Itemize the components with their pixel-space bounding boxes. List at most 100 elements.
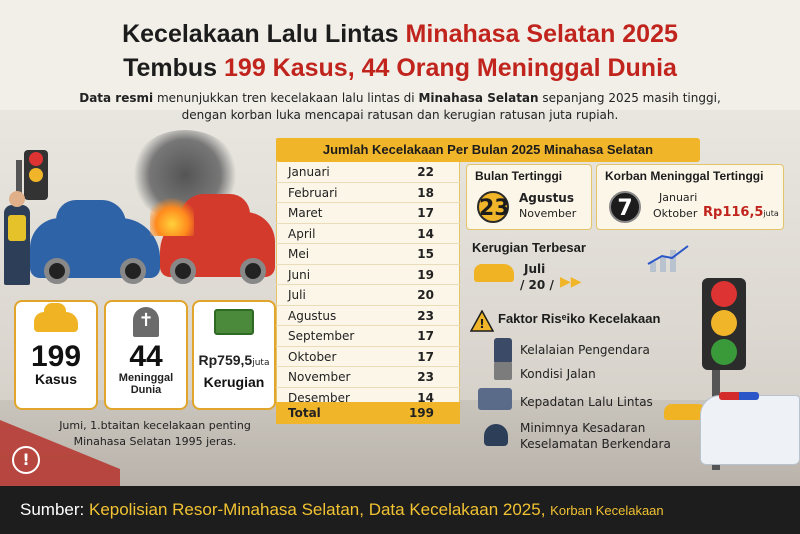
value-cell: 23 <box>417 370 434 384</box>
intro-span: sepanjang 2025 masih tinggi, <box>538 91 721 105</box>
highest-month-2: November <box>519 207 577 220</box>
biggest-loss-value: / 20 / <box>520 278 554 292</box>
table-row: Februari 18 <box>276 183 460 203</box>
helmet-icon <box>484 424 508 446</box>
value-cell: 18 <box>417 185 434 200</box>
table-row: Juli 20 <box>276 285 460 306</box>
value-cell: 15 <box>417 247 434 261</box>
note-text: Jumi, 1.btaitan kecelakaan penting Minah… <box>59 419 251 448</box>
highest-month-panel: Bulan Tertinggi 23 Agustus November <box>466 164 592 230</box>
value-cell: 17 <box>417 206 434 220</box>
month-cell: Januari <box>288 165 330 179</box>
loss-label: Kerugian <box>203 374 265 390</box>
table-title: Jumlah Kecelakaan Per Bulan 2025 Minahas… <box>276 138 700 162</box>
grave-icon: ✝ <box>133 307 159 337</box>
money-icon <box>214 309 254 335</box>
table-row: November 23 <box>276 367 460 388</box>
factor-item: Kelalaian Pengendara <box>520 343 650 357</box>
month-cell: Oktober <box>288 349 337 364</box>
highest-month-1: Agustus <box>519 191 574 205</box>
month-cell: Desember <box>288 390 350 405</box>
alert-icon: ! <box>12 446 40 474</box>
intro-line2: dengan korban luka mencapai ratusan dan … <box>181 108 619 122</box>
highest-month-value: 23 <box>477 191 510 223</box>
table-row: Maret 17 <box>276 203 460 224</box>
intro-text: Data resmi menunjukkan tren kecelakaan l… <box>30 90 770 124</box>
biggest-loss-title: Kerugian Terbesar <box>472 240 586 255</box>
month-cell: Agustus <box>288 308 337 323</box>
value-cell: 22 <box>417 165 434 179</box>
value-cell: 17 <box>417 349 434 364</box>
factors-title-text: Faktor Risᵉiko Kecelakaan <box>498 311 661 326</box>
table-row: Juni 19 <box>276 265 460 285</box>
total-label: Total <box>288 406 321 420</box>
phone-icon <box>494 338 512 364</box>
month-cell: Mei <box>288 247 310 261</box>
title-highlight: 199 Kasus, 44 Orang Meninggal Dunia <box>224 54 677 82</box>
highest-deaths-badge: 7 <box>609 191 641 223</box>
fire-illustration <box>150 196 194 236</box>
svg-text:!: ! <box>479 317 484 331</box>
highest-deaths-title: Korban Meninggal Tertinggi <box>605 169 764 183</box>
traffic-light-icon <box>24 150 48 200</box>
month-cell: April <box>288 226 316 241</box>
month-cell: Februari <box>288 185 338 200</box>
source-footer: Sumber: Kepolisian Resor-Minahasa Selata… <box>0 486 800 534</box>
highest-deaths-month2: Oktober <box>653 207 698 220</box>
deaths-value: 44 <box>129 340 163 373</box>
table-row: Oktober 17 <box>276 347 460 367</box>
table-total-row: Total 199 <box>276 402 460 424</box>
footer-label: Sumber: <box>20 500 89 519</box>
cases-value: 199 <box>30 340 82 373</box>
biggest-loss-month: Juli <box>524 262 546 276</box>
footer-extra: Korban Kecelakaan <box>550 503 664 518</box>
intro-span: menunjukkan tren kecelakaan lalu lintas … <box>153 91 419 105</box>
month-cell: Juni <box>288 267 311 282</box>
highest-deaths-unit: juta <box>763 209 779 218</box>
title-highlight: Minahasa Selatan 2025 <box>405 20 678 48</box>
arrow-icon: ▶▶ <box>560 274 582 290</box>
highest-deaths-amount: Rp116,5 <box>703 205 764 220</box>
factor-item: Minimnya Kesadaran Keselamatan Berkendar… <box>520 421 671 451</box>
warning-icon: ! <box>469 309 495 332</box>
month-cell: September <box>288 329 355 343</box>
month-cell: Maret <box>288 206 323 220</box>
traffic-light-icon <box>702 278 746 370</box>
footer-source: Kepolisian Resor-Minahasa Selatan, Data … <box>88 500 551 519</box>
officer-illustration <box>4 191 30 285</box>
stat-card-deaths: ✝ 44 Meninggal Dunia <box>104 300 188 410</box>
table-row: Mei 15 <box>276 244 460 265</box>
factors-title: Faktor Risᵉiko Kecelakaan <box>498 311 660 326</box>
table-row: September 17 <box>276 326 460 347</box>
highest-month-title: Bulan Tertinggi <box>475 169 563 183</box>
cases-label: Kasus <box>34 371 78 387</box>
table-title-highlight: Minahasa Selatan <box>544 142 654 157</box>
value-cell: 20 <box>417 288 434 302</box>
highest-deaths-amount-wrap: Rp116,5juta <box>703 205 779 222</box>
month-cell: Juli <box>288 288 306 302</box>
factor-item: Kondisi Jalan <box>520 367 596 381</box>
page-title-line1: Kecelakaan Lalu Lintas Minahasa Selatan … <box>0 20 800 49</box>
value-cell: 19 <box>417 267 434 282</box>
table-row: Agustus 23 <box>276 306 460 326</box>
police-car-illustration <box>700 392 800 465</box>
intro-bold: Data resmi <box>79 91 154 105</box>
highest-deaths-month1: Januari <box>659 191 698 204</box>
value-cell: 14 <box>417 226 434 241</box>
total-value: 199 <box>408 406 434 420</box>
value-cell: 23 <box>417 308 434 323</box>
road-icon <box>494 362 512 380</box>
table-row: Januari 22 <box>276 162 460 183</box>
table-rows: Januari 22 Februari 18 Maret 17 April 14 Mei… <box>276 162 460 408</box>
stat-card-cases: 199 Kasus <box>14 300 98 410</box>
title-text: Tembus <box>123 54 225 82</box>
highest-deaths-value: 7 <box>609 191 641 223</box>
highest-deaths-panel: Korban Meninggal Tertinggi 7 Januari Okt… <box>596 164 784 230</box>
car-icon <box>34 303 78 332</box>
highest-month-badge: 23 <box>477 191 510 223</box>
blue-car-illustration <box>30 200 160 284</box>
page-title-line2: Tembus 199 Kasus, 44 Orang Meninggal Dun… <box>0 54 800 83</box>
traffic-icon <box>478 388 512 410</box>
title-text: Kecelakaan Lalu Lintas <box>122 20 406 48</box>
table-title-text: Jumlah Kecelakaan Per Bulan 2025 <box>322 142 544 157</box>
